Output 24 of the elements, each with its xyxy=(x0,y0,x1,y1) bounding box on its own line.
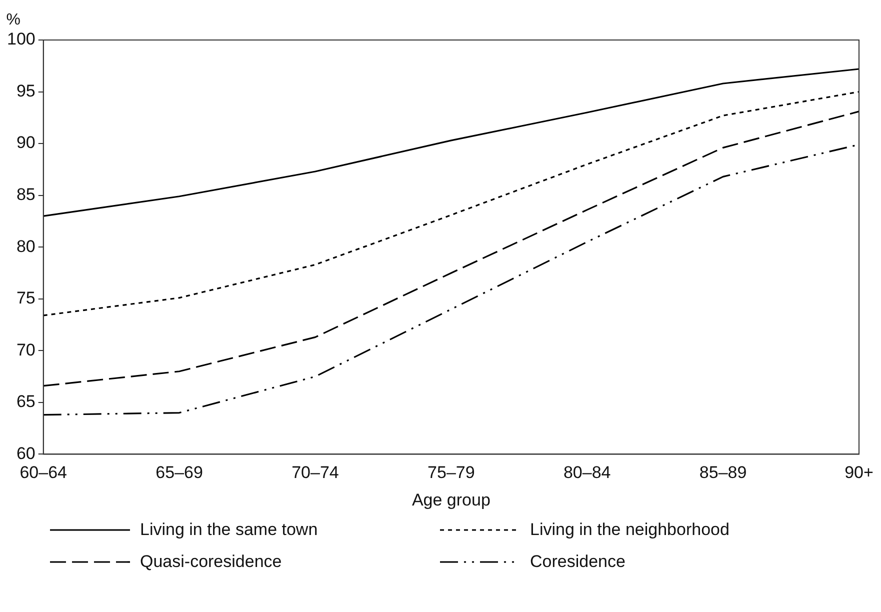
x-axis-title: Age group xyxy=(412,490,490,510)
legend-label: Living in the same town xyxy=(140,520,318,540)
y-tick-label: 60 xyxy=(16,444,36,463)
legend-label: Living in the neighborhood xyxy=(530,520,730,540)
legend-label: Coresidence xyxy=(530,552,626,572)
y-tick-label: 70 xyxy=(16,340,36,360)
x-tick-label: 60–64 xyxy=(20,463,68,482)
legend-label: Quasi-coresidence xyxy=(140,552,282,572)
y-tick-label: 95 xyxy=(16,81,36,100)
x-tick-label: 70–74 xyxy=(292,463,339,482)
y-tick-label: 90 xyxy=(16,133,36,152)
line-series xyxy=(42,90,860,316)
x-tick-label: 85–89 xyxy=(699,463,747,482)
y-tick-label: 85 xyxy=(16,185,36,204)
x-tick-label: 75–79 xyxy=(428,463,475,482)
x-tick-label: 65–69 xyxy=(156,463,203,482)
line-series xyxy=(42,110,860,387)
y-tick-label: 75 xyxy=(16,288,36,308)
y-tick-label: 80 xyxy=(16,236,36,256)
y-axis-title: % xyxy=(6,11,20,28)
y-tick-label: 100 xyxy=(6,30,36,49)
y-tick-label: 65 xyxy=(16,392,36,412)
x-tick-label: 90+ xyxy=(844,463,874,482)
x-tick-label: 80–84 xyxy=(563,463,611,482)
